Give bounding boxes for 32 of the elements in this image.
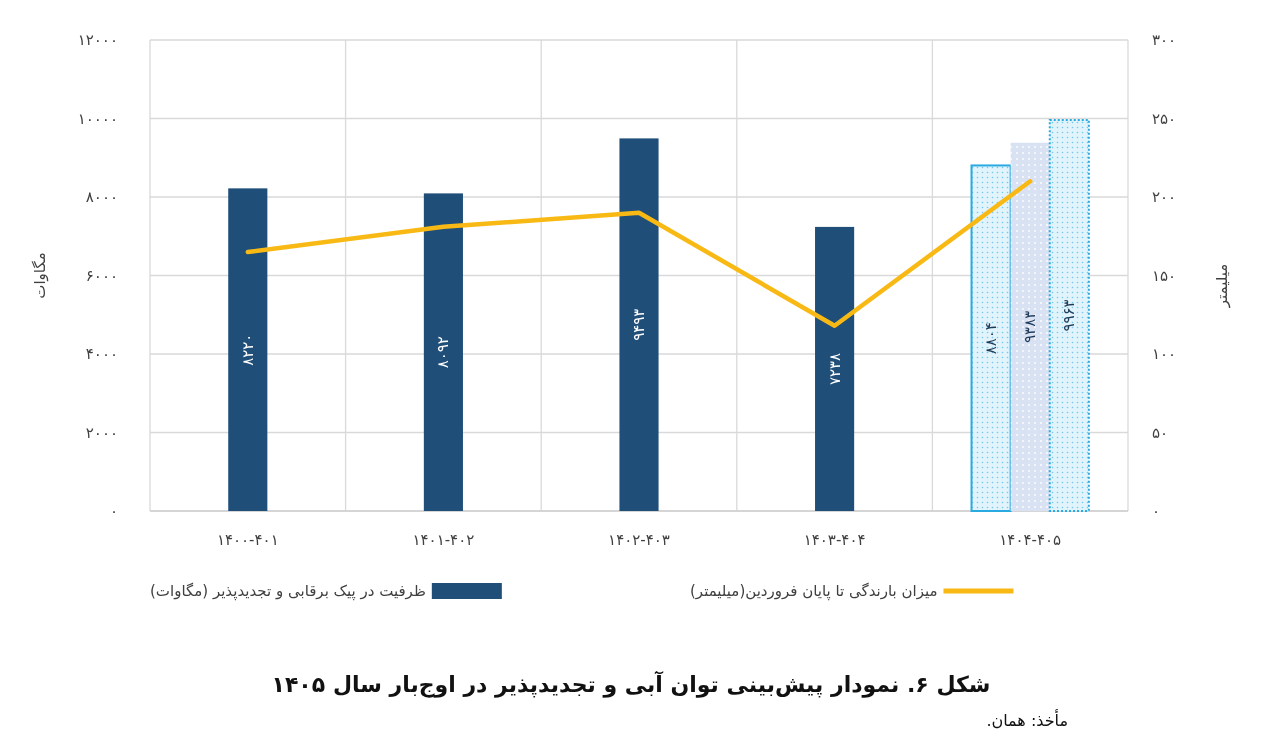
y2tick: ۵۰ [1152,423,1169,442]
legend-label: ظرفیت در پیک برقابی و تجدیدپذیر (مگاوات) [150,582,426,600]
value-label: ۷۲۳۸ [825,352,844,386]
y2tick: ۰ [1152,502,1161,520]
y2tick: ۱۰۰ [1152,345,1177,363]
ytick: ۱۰۰۰۰ [77,109,118,128]
value-label: ۹۳۸۳ [1021,310,1040,343]
ytick: ۲۰۰۰ [85,423,118,442]
xtick: ۱۴۰۳-۴۰۴ [803,531,866,549]
value-label: ۸۰۹۲ [434,336,453,369]
y2tick: ۲۰۰ [1152,188,1177,206]
ytick: ۶۰۰۰ [85,266,118,285]
ytick: ۰ [109,502,118,520]
xtick: ۱۴۰۱-۴۰۲ [412,531,475,549]
xtick: ۱۴۰۲-۴۰۳ [608,531,670,549]
value-label: ۹۹۶۳ [1060,299,1079,332]
ytick: ۴۰۰۰ [85,345,118,363]
ylabel: مگاوات [31,252,49,299]
legend-label: میزان بارندگی تا پایان فروردین(میلیمتر) [690,582,938,600]
y2tick: ۱۵۰ [1152,266,1177,285]
y2tick: ۳۰۰ [1152,31,1177,49]
ytick: ۱۲۰۰۰ [77,31,118,49]
value-label: ۸۸۰۴ [982,322,1001,355]
ytick: ۸۰۰۰ [85,188,118,206]
title: شکل ۶. نمودار پیش‌بینی توان آبی و تجدیدپذیر در اوج‌بار سال ۱۴۰۵ [271,671,991,697]
annotation: مأخذ: همان. [986,710,1068,730]
y2label: میلیمتر [1213,263,1231,308]
y2tick: ۲۵۰ [1152,109,1177,128]
value-label: ۹۴۹۳ [630,308,648,341]
xtick: ۱۴۰۴-۴۰۵ [999,531,1062,549]
xtick: ۱۴۰۰-۴۰۱ [216,531,279,549]
value-label: ۸۲۲۰ [238,333,257,366]
